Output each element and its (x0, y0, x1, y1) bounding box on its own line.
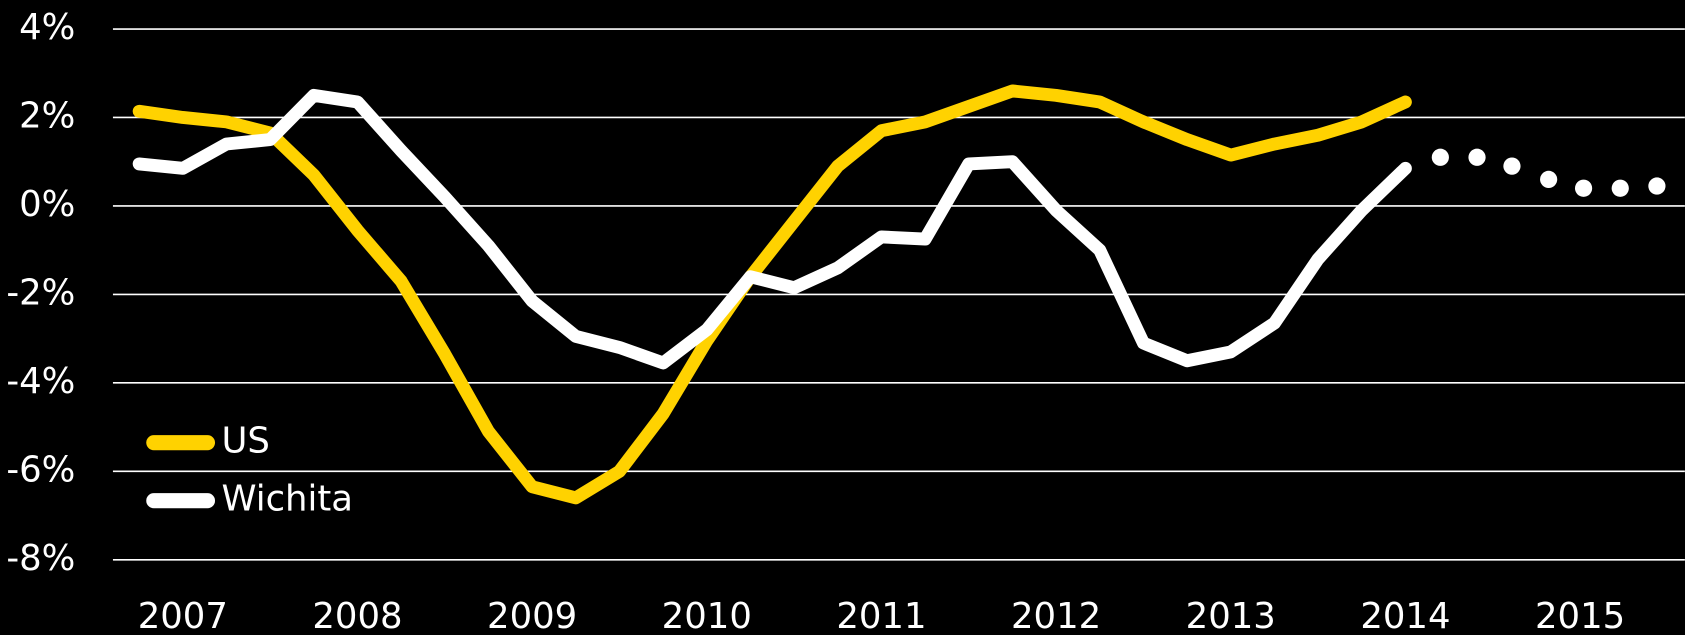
forecast-dot (1611, 179, 1629, 197)
legend-label: US (221, 421, 269, 462)
x-tick-label: 2008 (312, 596, 402, 635)
forecast-dot (1540, 170, 1558, 188)
y-tick-label: 4% (19, 7, 75, 48)
y-tick-label: -6% (6, 449, 75, 490)
x-tick-label: 2011 (836, 596, 926, 635)
legend-label: Wichita (221, 479, 353, 520)
forecast-dot (1648, 177, 1666, 195)
forecast-dot (1431, 148, 1449, 166)
series-line (132, 84, 1412, 505)
y-tick-label: -2% (6, 272, 75, 313)
x-tick-label: 2013 (1186, 596, 1276, 635)
y-tick-label: 0% (19, 184, 75, 225)
series-line (132, 88, 1412, 370)
forecast-dot (1574, 179, 1593, 197)
forecast-dot (1503, 157, 1521, 175)
y-tick-label: 2% (19, 95, 75, 136)
x-tick-label: 2010 (662, 596, 752, 635)
x-tick-label: 2015 (1535, 596, 1625, 635)
forecast-dot (1468, 148, 1486, 166)
x-tick-label: 2007 (138, 596, 228, 635)
x-tick-label: 2014 (1360, 596, 1450, 635)
x-tick-label: 2012 (1011, 596, 1101, 635)
y-tick-label: -4% (6, 361, 75, 402)
x-tick-label: 2009 (487, 596, 577, 635)
y-tick-label: -8% (6, 538, 75, 579)
